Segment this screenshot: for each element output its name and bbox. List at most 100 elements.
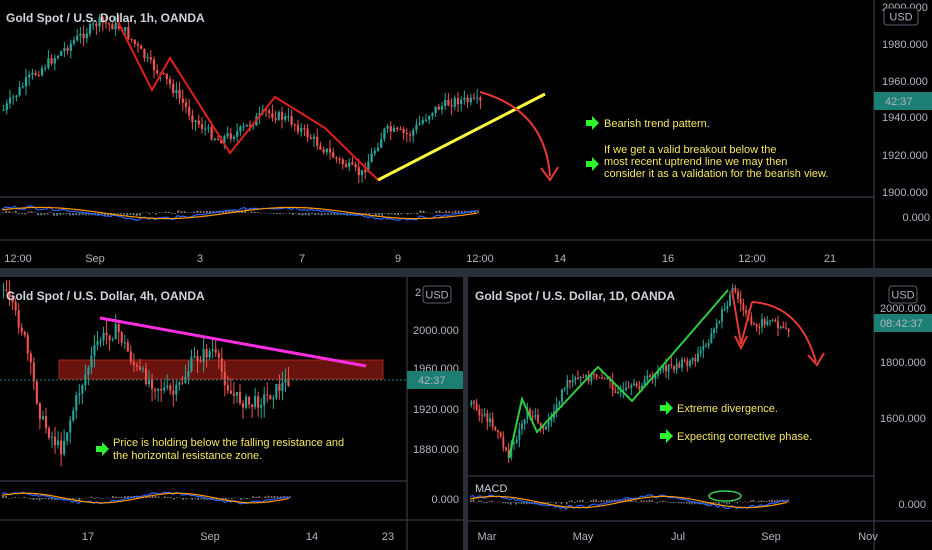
candle-body <box>141 368 145 370</box>
macd-histogram-bar <box>135 213 138 217</box>
candle-body <box>204 128 207 130</box>
macd-histogram-bar <box>731 500 733 502</box>
candle-body <box>424 119 428 121</box>
candle-body <box>178 382 181 385</box>
bl-y-tick-label: 2000.000 <box>413 325 459 337</box>
macd-histogram-bar <box>288 496 291 498</box>
macd-histogram-bar <box>269 213 272 214</box>
candle-body <box>111 339 114 341</box>
macd-histogram-bar <box>654 502 656 503</box>
macd-line <box>1 491 290 505</box>
candle-body <box>344 164 348 168</box>
macd-histogram-bar <box>174 213 176 214</box>
macd-histogram-bar <box>307 213 310 216</box>
macd-histogram-bar <box>14 210 17 213</box>
candle-body <box>280 112 284 120</box>
candle-body <box>85 33 88 39</box>
macd-histogram-bar <box>2 495 4 498</box>
candle-body <box>223 136 226 144</box>
macd-histogram-bar <box>202 211 205 213</box>
candle-body <box>136 43 140 46</box>
macd-line <box>1 205 477 221</box>
macd-histogram-bar <box>460 210 463 213</box>
macd-histogram-bar <box>486 502 488 504</box>
candle-body <box>162 73 165 75</box>
macd-histogram-bar <box>250 211 253 213</box>
candle-body <box>523 419 526 424</box>
candle-body <box>360 170 364 176</box>
candle-body <box>217 352 220 359</box>
macd-histogram-bar <box>304 213 307 216</box>
bl-note-line: Price is holding below the falling resis… <box>113 437 344 449</box>
macd-histogram-bar <box>249 498 252 499</box>
candle-body <box>389 126 392 132</box>
macd-histogram-bar <box>651 499 653 502</box>
impulse-wave-line <box>508 289 729 459</box>
candle-body <box>284 379 287 383</box>
bl-chart-title: Gold Spot / U.S. Dollar, 4h, OANDA <box>6 289 205 303</box>
candle-body <box>518 428 521 440</box>
macd-histogram-bar <box>438 210 441 213</box>
macd-histogram-bar <box>317 213 320 215</box>
macd-histogram-bar <box>435 210 438 213</box>
candle-body <box>574 377 577 381</box>
macd-histogram-bar <box>568 500 571 502</box>
candle-body <box>251 404 254 407</box>
macd-histogram-bar <box>457 210 460 213</box>
macd-histogram-bar <box>499 501 501 503</box>
top-currency-badge-box <box>883 7 919 26</box>
candle-body <box>678 363 681 368</box>
top-currency-badge: USD <box>889 12 912 24</box>
macd-histogram-bar <box>779 499 781 502</box>
candle-body <box>17 310 20 328</box>
candle-body <box>152 59 156 71</box>
candle-body <box>364 170 367 173</box>
candle-body <box>742 303 745 311</box>
macd-histogram-bar <box>510 502 512 505</box>
candle-body <box>8 97 12 104</box>
macd-histogram-bar <box>371 213 374 214</box>
macd-histogram-bar <box>726 502 728 505</box>
macd-histogram-bar <box>23 496 26 498</box>
candle-body <box>373 150 376 154</box>
macd-histogram-bar <box>124 496 126 498</box>
candle-body <box>354 164 357 168</box>
macd-histogram-bar <box>336 213 339 216</box>
macd-histogram-bar <box>160 498 163 499</box>
macd-histogram-bar <box>215 498 218 501</box>
macd-histogram-bar <box>611 499 613 502</box>
macd-histogram-bar <box>526 502 528 505</box>
macd-histogram-bar <box>518 502 520 504</box>
macd-histogram-bar <box>261 497 264 499</box>
top-price-tag: 42:37 <box>885 96 913 108</box>
macd-histogram-bar <box>75 213 78 215</box>
candle-body <box>469 97 472 103</box>
candle-body <box>734 287 737 292</box>
candle-body <box>199 361 202 363</box>
macd-histogram-bar <box>755 501 757 503</box>
candle-body <box>41 416 44 419</box>
candle-body <box>769 320 771 322</box>
macd-histogram-bar <box>151 495 154 498</box>
candle-body <box>675 363 678 370</box>
br-chart-title: Gold Spot / U.S. Dollar, 1D, OANDA <box>475 289 675 303</box>
macd-histogram-bar <box>374 213 377 216</box>
candle-body <box>745 310 747 314</box>
correction-wave-line <box>731 289 753 345</box>
macd-histogram-bar <box>32 498 35 501</box>
candle-body <box>440 106 444 110</box>
candle-body <box>44 67 47 69</box>
macd-histogram-bar <box>93 498 96 499</box>
candle-body <box>146 57 149 59</box>
candle-body <box>114 324 117 340</box>
top-y-tick-label: 1900.000 <box>882 187 928 199</box>
top-x-tick-label: 16 <box>662 253 674 265</box>
candle-body <box>44 416 48 429</box>
macd-histogram-bar <box>606 499 608 502</box>
candle-body <box>476 97 479 99</box>
macd-histogram-bar <box>186 212 189 213</box>
macd-histogram-bar <box>119 213 122 215</box>
candle-body <box>463 97 466 100</box>
candle-body <box>34 72 37 75</box>
candle-body <box>260 405 263 408</box>
